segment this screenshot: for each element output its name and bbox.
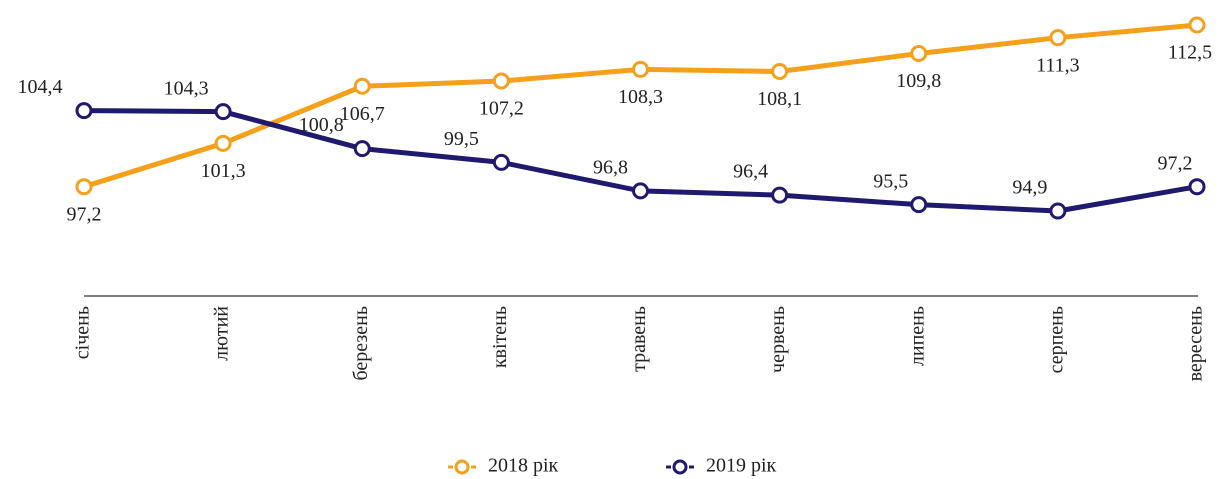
point-marker	[632, 60, 649, 78]
data-label: 96,8	[593, 157, 628, 179]
data-label: 104,3	[164, 77, 209, 99]
point-marker	[353, 140, 371, 158]
legend-marker	[672, 459, 688, 475]
data-label: 97,2	[1158, 152, 1193, 174]
point-marker	[75, 102, 93, 120]
x-tick-label: квітень	[489, 306, 511, 368]
point-marker	[1049, 202, 1067, 220]
point-marker	[1049, 29, 1067, 47]
point-marker	[910, 45, 928, 63]
x-tick-label: січень	[72, 306, 94, 359]
data-label: 109,8	[896, 70, 941, 92]
data-label: 107,2	[479, 98, 524, 120]
point-marker	[1188, 16, 1206, 34]
x-tick-label: серпень	[1045, 306, 1067, 373]
x-tick-label: вересень	[1185, 306, 1207, 381]
data-label: 96,4	[733, 161, 768, 183]
point-marker	[771, 63, 789, 80]
point-marker	[910, 196, 928, 214]
data-label: 111,3	[1036, 54, 1080, 76]
point-marker	[492, 72, 510, 90]
data-label: 100,8	[299, 114, 344, 136]
data-label: 94,9	[1012, 177, 1047, 199]
point-marker	[75, 178, 93, 196]
point-marker	[492, 153, 510, 171]
x-tick-label: червень	[767, 306, 789, 373]
legend-label: 2018 рік	[488, 455, 559, 477]
x-tick-label: липень	[906, 306, 928, 366]
data-label: 104,4	[18, 76, 63, 98]
point-marker	[771, 186, 789, 204]
data-label: 106,7	[340, 103, 385, 125]
legend-label: 2019 рік	[706, 455, 777, 477]
point-marker	[214, 103, 232, 121]
x-tick-label: травень	[628, 306, 650, 372]
data-label: 95,5	[873, 170, 908, 192]
x-tick-label: лютий	[211, 306, 233, 361]
legend-marker	[454, 459, 470, 475]
data-label: 108,3	[618, 86, 663, 108]
data-label: 97,2	[67, 203, 102, 225]
point-marker	[214, 134, 232, 152]
point-marker	[1188, 178, 1206, 196]
data-label: 112,5	[1168, 42, 1212, 64]
data-label: 101,3	[201, 160, 246, 182]
data-label: 99,5	[444, 128, 479, 150]
x-tick-label: березень	[350, 306, 372, 381]
point-marker	[353, 77, 371, 95]
data-label: 108,1	[757, 88, 802, 110]
point-marker	[632, 182, 649, 200]
